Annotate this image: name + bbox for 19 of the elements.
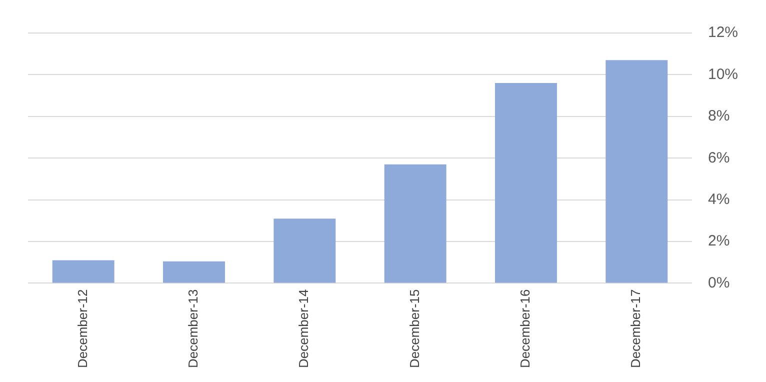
bar bbox=[384, 164, 446, 283]
y-tick-label: 10% bbox=[708, 66, 738, 83]
bar bbox=[52, 260, 114, 283]
bar bbox=[606, 60, 668, 283]
y-tick-label: 6% bbox=[708, 149, 730, 166]
bar bbox=[495, 83, 557, 283]
x-tick-label: December-12 bbox=[74, 289, 90, 368]
x-tick-label: December-16 bbox=[518, 289, 533, 368]
x-tick-label: December-13 bbox=[186, 289, 201, 368]
bar bbox=[163, 261, 225, 283]
x-tick-label: December-15 bbox=[406, 289, 422, 368]
y-tick-label: 2% bbox=[708, 232, 730, 250]
bar bbox=[274, 218, 336, 283]
x-tick-label: December-17 bbox=[628, 289, 644, 368]
y-tick-label: 4% bbox=[708, 190, 730, 208]
y-tick-label: 8% bbox=[708, 108, 730, 125]
y-tick-label: 0% bbox=[708, 274, 730, 292]
x-tick-label: December-14 bbox=[296, 289, 312, 368]
y-tick-label: 12% bbox=[708, 24, 738, 42]
